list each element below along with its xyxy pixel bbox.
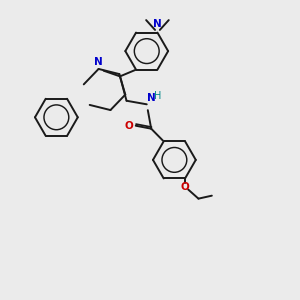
Text: H: H bbox=[154, 91, 161, 101]
Text: O: O bbox=[124, 121, 134, 131]
Text: N: N bbox=[147, 93, 156, 103]
Text: O: O bbox=[181, 182, 190, 192]
Text: N: N bbox=[94, 57, 103, 67]
Text: N: N bbox=[153, 19, 162, 29]
